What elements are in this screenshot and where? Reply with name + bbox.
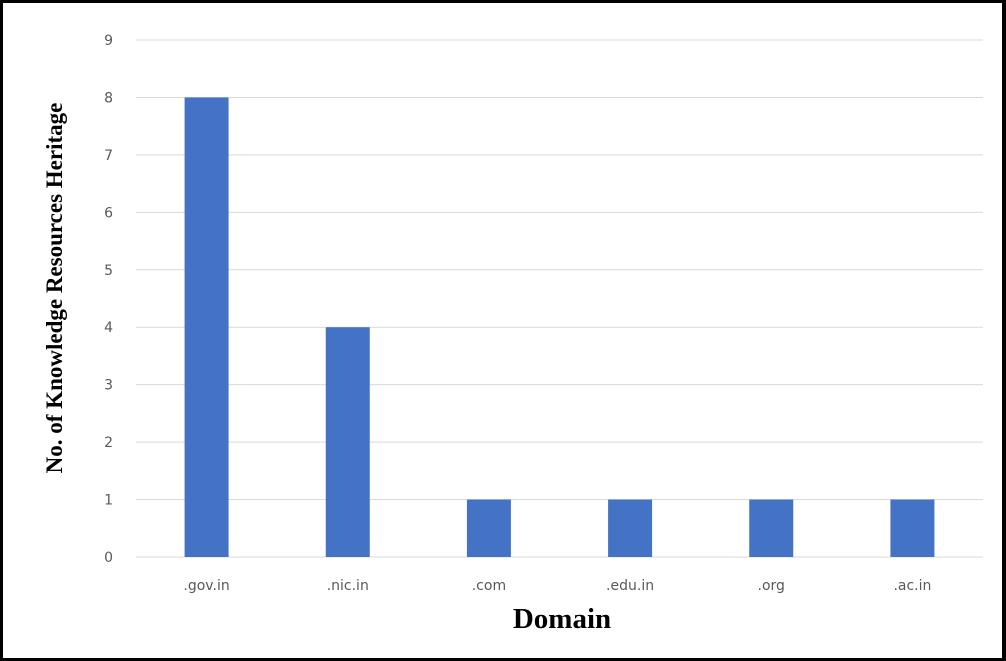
x-axis-tick-labels: .gov.in .nic.in .com .edu.in .org .ac.in [183,578,931,594]
bars [184,97,935,557]
y-tick-label: 2 [104,435,113,451]
bar-com [466,499,511,557]
bar-ac-in [890,499,935,557]
y-tick-label: 4 [104,320,113,336]
x-axis-title: Domain [513,603,611,635]
y-tick-label: 7 [104,148,113,164]
bar-edu-in [608,499,653,557]
y-axis-title: No. of Knowledge Resources Heritage [42,103,67,474]
x-tick-label: .ac.in [893,578,931,594]
y-tick-label: 1 [104,493,113,509]
bar-org [749,499,794,557]
y-tick-label: 5 [104,263,113,279]
x-tick-label: .gov.in [183,578,229,594]
x-tick-label: .nic.in [327,578,369,594]
y-tick-label: 9 [104,33,113,49]
x-tick-label: .com [472,578,506,594]
y-tick-label: 8 [104,90,113,106]
y-tick-label: 0 [104,550,113,566]
x-tick-label: .org [758,578,785,594]
y-tick-label: 3 [104,378,113,394]
bar-gov-in [184,97,229,557]
gridlines [136,39,983,558]
y-axis-tick-labels: 0 1 2 3 4 5 6 7 8 9 [104,33,113,566]
x-tick-label: .edu.in [606,578,654,594]
bar-nic-in [325,327,370,557]
y-tick-label: 6 [104,205,113,221]
